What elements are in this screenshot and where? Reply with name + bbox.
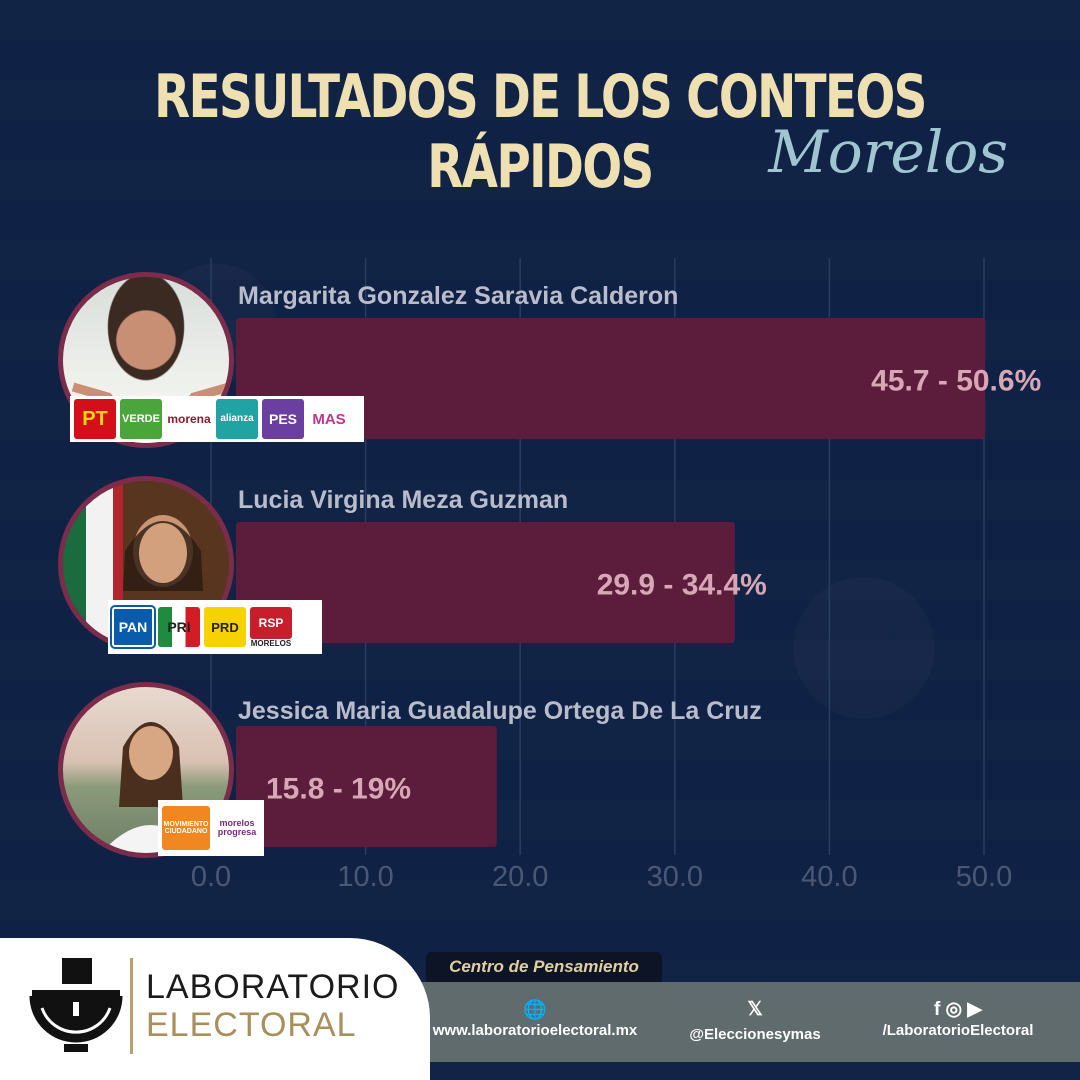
footer-website[interactable]: 🌐 www.laboratorioelectoral.mx [430,998,640,1039]
candidate-name: Margarita Gonzalez Saravia Calderon [238,282,679,310]
party-logo-pan: PAN [110,605,156,649]
party-logo-morelos-progresa: morelos progresa [214,804,260,852]
party-logo-rsp: RSP MORELOS [250,606,292,648]
website-link[interactable]: www.laboratorioelectoral.mx [432,1022,638,1039]
brand-name-line2: ELECTORAL [146,1006,357,1044]
social-icons: f ◎ ▶ [858,998,1058,1022]
party-logo-alianza: alianza [216,399,258,439]
brand-name-line1: LABORATORIO [146,968,400,1006]
party-logo-prd: PRD [204,607,246,647]
party-logos: MOVIMIENTO CIUDADANO morelos progresa [158,800,264,856]
footer-social[interactable]: f ◎ ▶ /LaboratorioElectoral [858,998,1058,1039]
data-label: 15.8 - 19% [266,773,411,806]
footer-bar [400,982,1080,1062]
party-logo-pes: PES [262,399,304,439]
x-tick-label: 20.0 [492,861,548,893]
party-logos: PAN PRI PRD RSP MORELOS [108,600,322,654]
youtube-icon[interactable]: ▶ [967,999,983,1020]
x-tick-label: 50.0 [956,861,1012,893]
page-title: RESULTADOS DE LOS CONTEOS RÁPIDOS [154,62,927,202]
brand-divider [130,958,133,1054]
data-label: 29.9 - 34.4% [597,569,767,602]
candidate-name: Jessica Maria Guadalupe Ortega De La Cru… [238,697,762,725]
data-label: 45.7 - 50.6% [871,365,1041,398]
party-logo-pri: PRI [158,607,200,647]
x-tick-label: 40.0 [801,861,857,893]
party-logo-verde: VERDE [120,399,162,439]
facebook-icon[interactable]: f [933,999,941,1020]
bar [236,522,735,643]
x-tick-label: 0.0 [191,861,231,893]
instagram-icon[interactable]: ◎ [945,999,963,1020]
globe-icon: 🌐 [523,1000,547,1021]
bar [236,726,497,847]
party-logo-mc: MOVIMIENTO CIUDADANO [162,806,210,850]
party-logo-morena: morena [166,399,212,439]
x-tick-label: 10.0 [337,861,393,893]
bar [236,318,986,439]
ballot-box-logo [29,958,123,1052]
party-logo-pt: PT [74,399,116,439]
tagline: Centro de Pensamiento [426,952,662,982]
candidate-name: Lucia Virgina Meza Guzman [238,486,569,514]
social-link[interactable]: /LaboratorioElectoral [882,1022,1034,1039]
party-logo-rsp-mark: RSP [250,606,292,639]
party-logo-rsp-caption: MORELOS [250,638,292,648]
x-icon: 𝕏 [747,999,763,1020]
twitter-link[interactable]: @Eleccionesymas [689,1026,821,1043]
footer-twitter[interactable]: 𝕏 @Eleccionesymas [660,998,850,1043]
x-tick-label: 30.0 [647,861,703,893]
party-logo-mas: MAS [308,399,350,439]
party-logos: PT VERDE morena alianza PES MAS [70,396,364,442]
page-subtitle: Morelos [768,118,1008,186]
